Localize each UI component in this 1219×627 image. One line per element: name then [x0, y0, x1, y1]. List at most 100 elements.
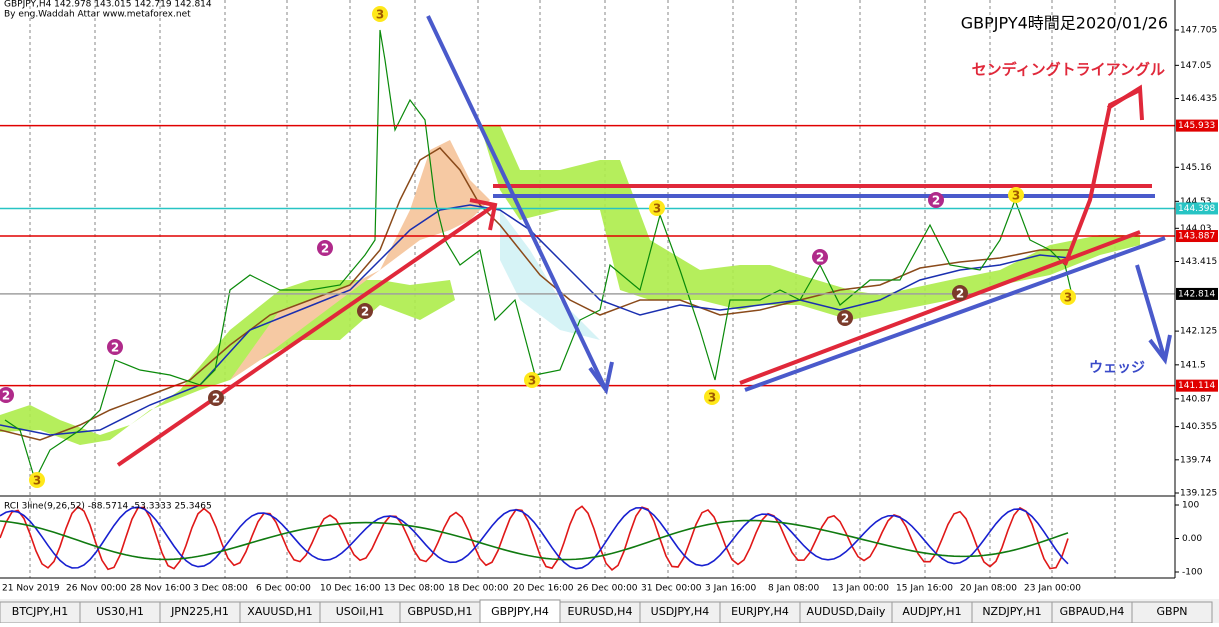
price-label: 143.887	[1178, 232, 1215, 242]
tab-label[interactable]: USDJPY,H4	[651, 605, 710, 618]
wave-marker	[812, 249, 828, 265]
y-tick-label: 147.705	[1180, 26, 1217, 36]
price-label-box	[1176, 230, 1218, 243]
indicator-label: RCI 3line(9,26,52) -88.5714 -53.3333 25.…	[4, 502, 212, 512]
chart-title: GBPJPY4時間足2020/01/26	[961, 14, 1168, 33]
trend-line	[116, 203, 497, 467]
x-tick-label: 10 Dec 16:00	[320, 584, 381, 594]
y-tick-label: 142.125	[1180, 327, 1217, 337]
y-tick-label: 143.415	[1180, 257, 1217, 267]
tab-label[interactable]: BTCJPY,H1	[12, 605, 68, 618]
tab-label[interactable]: USOil,H1	[336, 605, 385, 618]
arrow-head	[1106, 84, 1144, 121]
rci-line	[0, 505, 1069, 571]
price-label: 141.114	[1178, 381, 1215, 391]
drawings	[116, 15, 1172, 467]
tab-label[interactable]: AUDJPY,H1	[902, 605, 961, 618]
wave-label: 2	[816, 251, 824, 265]
x-tick-label: 31 Dec 00:00	[641, 584, 702, 594]
wave-marker	[928, 192, 944, 208]
y-tick-label: 140.87	[1180, 394, 1212, 404]
x-tick-label: 6 Dec 00:00	[256, 584, 311, 594]
x-tick-label: 8 Jan 08:00	[768, 584, 820, 594]
wave-marker	[107, 339, 123, 355]
price-label: 144.398	[1178, 204, 1215, 214]
arrow	[1135, 264, 1167, 361]
wave-label: 2	[111, 341, 119, 355]
y-tick-label: 145.16	[1180, 163, 1212, 173]
tab-label[interactable]: XAUUSD,H1	[247, 605, 312, 618]
x-tick-label: 15 Jan 16:00	[896, 584, 953, 594]
credit: By eng.Waddah Attar www.metaforex.net	[4, 10, 191, 20]
wave-label: 2	[321, 242, 329, 256]
wave-marker	[952, 285, 968, 301]
price-label-box	[1176, 287, 1218, 300]
tab-label[interactable]: EURUSD,H4	[568, 605, 633, 618]
wave-marker	[704, 389, 720, 405]
rci-line	[0, 506, 1069, 570]
y-tick-label: 141.5	[1180, 360, 1206, 370]
y-tick-label: 139.125	[1180, 489, 1217, 499]
symbol-info: GBPJPY,H4 142.978 143.015 142.719 142.81…	[4, 0, 212, 10]
price-label-box	[1176, 379, 1218, 392]
tab-label[interactable]: NZDJPY,H1	[982, 605, 1041, 618]
price-label-box	[1176, 202, 1218, 215]
wave-label: 2	[841, 312, 849, 326]
wave-label: 2	[956, 287, 964, 301]
x-tick-label: 21 Nov 2019	[2, 584, 60, 594]
x-tick-label: 26 Nov 00:00	[66, 584, 127, 594]
y-tick-label: 146.435	[1180, 94, 1217, 104]
wave-marker	[1008, 187, 1024, 203]
tab-label[interactable]: JPN225,H1	[170, 605, 229, 618]
arrow-head	[588, 361, 614, 395]
tab-label[interactable]: GBPJPY,H4	[491, 605, 549, 618]
y-axis: 147.705147.05146.435145.16144.53144.0314…	[1175, 26, 1218, 499]
price-label: 145.933	[1178, 121, 1215, 131]
arrow-head	[1148, 334, 1172, 365]
x-tick-label: 13 Dec 08:00	[384, 584, 445, 594]
wave-marker	[372, 6, 388, 22]
tab-label[interactable]: EURJPY,H4	[731, 605, 789, 618]
tab-label[interactable]: GBPN	[1157, 605, 1188, 618]
wave-label: 3	[1064, 291, 1072, 305]
wave-label: 2	[2, 389, 10, 403]
wave-marker	[649, 200, 665, 216]
wave-marker	[1060, 289, 1076, 305]
wave-label: 3	[708, 391, 716, 405]
x-tick-label: 20 Jan 08:00	[960, 584, 1017, 594]
wave-label: 3	[376, 8, 384, 22]
kijun	[0, 147, 1070, 441]
x-tick-label: 23 Jan 00:00	[1024, 584, 1081, 594]
wave-marker	[208, 390, 224, 406]
wave-marker	[837, 310, 853, 326]
y-tick-label: 139.74	[1180, 455, 1212, 465]
tab-label[interactable]: GBPAUD,H4	[1060, 605, 1125, 618]
annotation: センディングトライアングル	[972, 61, 1165, 79]
y-tick-label: 144.53	[1180, 197, 1212, 207]
x-tick-label: 28 Nov 16:00	[130, 584, 191, 594]
wave-label: 2	[212, 392, 220, 406]
x-axis: 21 Nov 2019 26 Nov 00:00 28 Nov 16:00 3 Dec…	[2, 584, 1081, 594]
moving-average	[0, 204, 1071, 436]
wave-label: 3	[528, 374, 536, 388]
arrow-head	[469, 198, 498, 231]
rci-panel: 100 0.00 -100	[0, 501, 1203, 578]
x-tick-label: 26 Dec 00:00	[577, 584, 638, 594]
wave-marker	[0, 387, 14, 403]
y-tick-label: 140.355	[1180, 422, 1217, 432]
tab-label[interactable]: US30,H1	[96, 605, 144, 618]
wave-label: 2	[932, 194, 940, 208]
tab-label[interactable]: AUDUSD,Daily	[807, 605, 886, 618]
x-tick-label: 20 Dec 16:00	[513, 584, 574, 594]
wave-marker	[357, 303, 373, 319]
x-tick-label: 18 Dec 00:00	[448, 584, 509, 594]
price-label-box	[1176, 119, 1218, 132]
trend-line	[426, 15, 608, 391]
y-tick-label: 147.05	[1180, 61, 1212, 71]
tab-label[interactable]: GBPUSD,H1	[408, 605, 473, 618]
wave-label: 3	[33, 474, 41, 488]
cloud	[0, 280, 455, 445]
wave-marker	[524, 372, 540, 388]
